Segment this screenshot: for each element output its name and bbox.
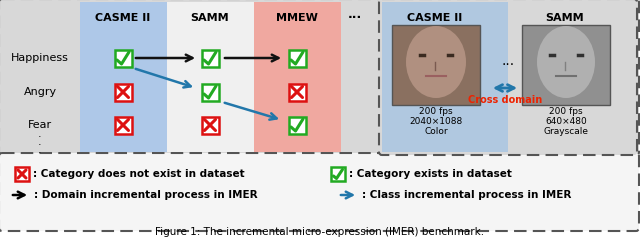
Text: Grayscale: Grayscale — [543, 128, 589, 136]
Bar — [331, 167, 345, 181]
Ellipse shape — [537, 26, 595, 98]
Bar — [115, 50, 131, 67]
Text: MMEW: MMEW — [276, 13, 318, 23]
FancyBboxPatch shape — [0, 0, 639, 155]
Text: SAMM: SAMM — [191, 13, 229, 23]
Text: Figure 1: The incremental micro-expression (IMER) benchmark.: Figure 1: The incremental micro-expressi… — [156, 227, 484, 237]
Bar — [382, 2, 508, 152]
Text: Happiness: Happiness — [11, 53, 69, 63]
Bar — [2, 2, 80, 152]
Text: 200 fps: 200 fps — [549, 107, 583, 116]
Text: SAMM: SAMM — [546, 13, 584, 23]
Text: Color: Color — [424, 128, 448, 136]
Text: 640×480: 640×480 — [545, 118, 587, 127]
FancyBboxPatch shape — [0, 153, 639, 231]
Bar — [15, 167, 29, 181]
Text: : Category exists in dataset: : Category exists in dataset — [349, 169, 512, 179]
Text: : Class incremental process in IMER: : Class incremental process in IMER — [362, 190, 572, 200]
Bar — [115, 83, 131, 100]
FancyBboxPatch shape — [392, 25, 480, 105]
Text: Cross domain: Cross domain — [468, 95, 542, 105]
Bar — [80, 2, 167, 152]
Bar — [289, 83, 305, 100]
FancyBboxPatch shape — [379, 0, 637, 155]
Bar — [341, 2, 380, 152]
Text: : Domain incremental process in IMER: : Domain incremental process in IMER — [34, 190, 258, 200]
Text: ···: ··· — [348, 12, 362, 24]
Text: Angry: Angry — [24, 87, 56, 97]
Text: ···: ··· — [501, 58, 515, 72]
Bar — [167, 2, 254, 152]
FancyBboxPatch shape — [522, 25, 610, 105]
Bar — [508, 2, 634, 152]
Text: CASME II: CASME II — [95, 13, 150, 23]
Text: CASME II: CASME II — [408, 13, 463, 23]
Text: 2040×1088: 2040×1088 — [410, 118, 463, 127]
Text: Fear: Fear — [28, 120, 52, 130]
Bar — [115, 116, 131, 134]
Bar — [202, 116, 218, 134]
Text: ·
·
·: · · · — [38, 132, 42, 159]
Text: 200 fps: 200 fps — [419, 107, 453, 116]
Bar — [289, 50, 305, 67]
Bar — [289, 116, 305, 134]
Ellipse shape — [406, 26, 466, 98]
Bar — [202, 50, 218, 67]
Text: : Category does not exist in dataset: : Category does not exist in dataset — [33, 169, 244, 179]
Bar — [202, 83, 218, 100]
Bar — [254, 2, 341, 152]
